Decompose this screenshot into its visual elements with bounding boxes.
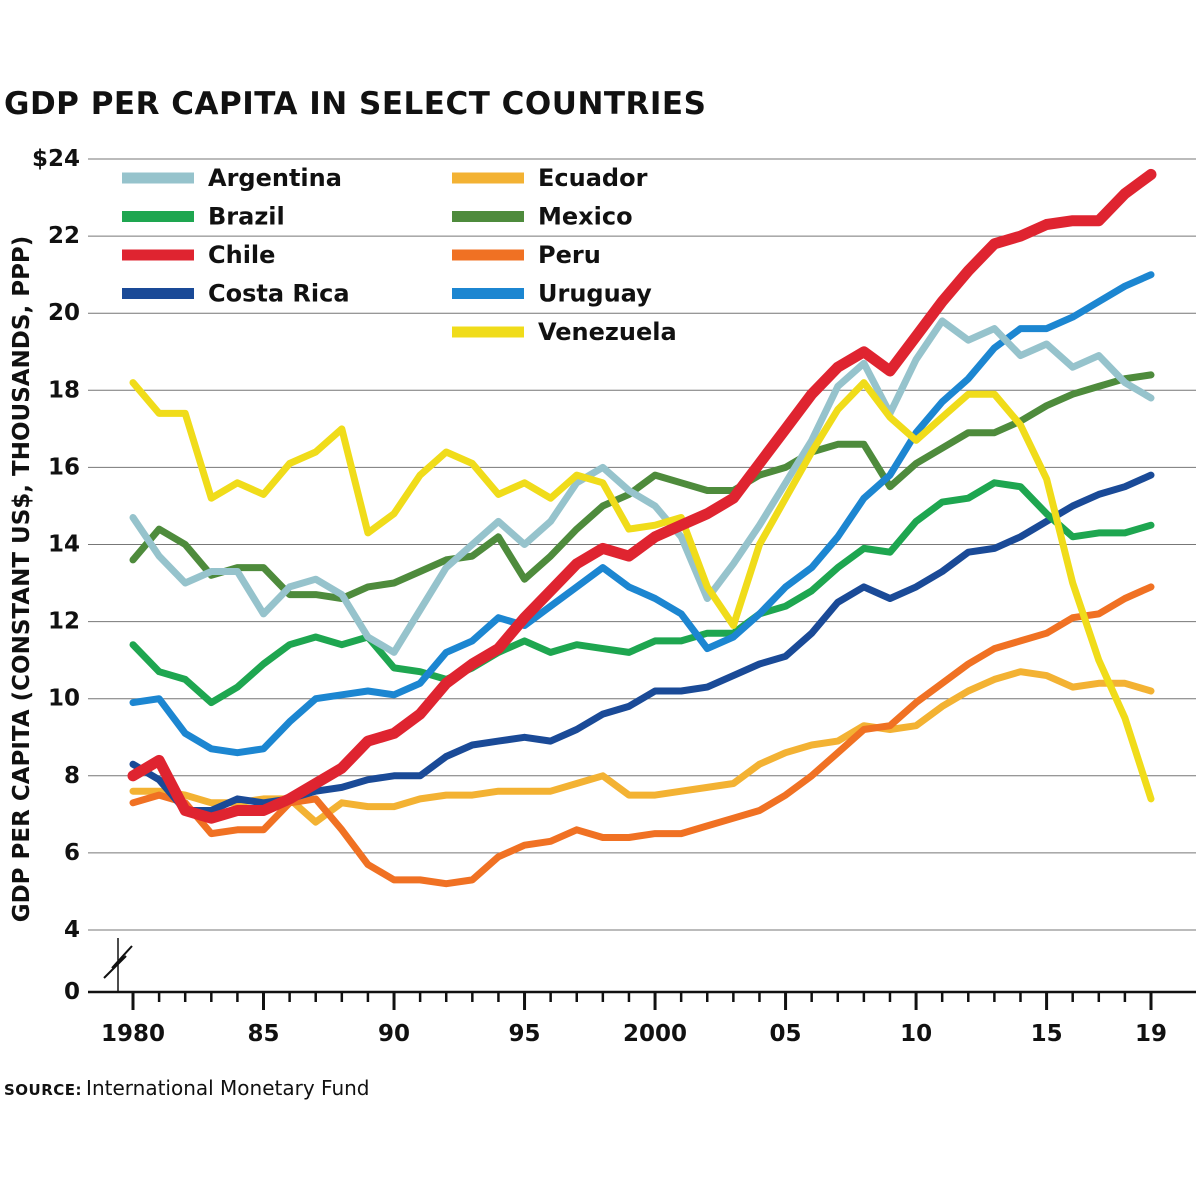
legend-label-uruguay: Uruguay — [538, 280, 652, 308]
x-tick-label: 2000 — [623, 1021, 687, 1047]
series-line-ecuador — [129, 668, 1155, 826]
y-tick-label: 14 — [48, 532, 80, 558]
x-tick-label: 05 — [770, 1021, 802, 1047]
legend-label-brazil: Brazil — [208, 203, 285, 231]
y-tick-label: 12 — [48, 609, 80, 635]
series-line-uruguay — [129, 271, 1155, 757]
legend-label-argentina: Argentina — [208, 164, 342, 192]
legend-label-chile: Chile — [208, 241, 275, 269]
tick-labels: 0 4 6 8 10 12 14 16 18 20 22 $24 1980 85 90 95 2000 05 10 1… — [32, 146, 1167, 1047]
y-tick-label: $24 — [32, 146, 80, 172]
y-tick-label: 16 — [48, 454, 80, 480]
series-line-peru — [129, 583, 1155, 888]
legend-label-peru: Peru — [538, 241, 601, 269]
series-lines — [127, 168, 1157, 888]
source-label: SOURCE: — [4, 1081, 83, 1099]
source-text: International Monetary Fund — [86, 1076, 370, 1100]
legend-label-costa-rica: Costa Rica — [208, 280, 350, 308]
y-tick-label: 20 — [48, 300, 80, 326]
x-tick-label: 15 — [1031, 1021, 1063, 1047]
y-tick-label: 0 — [64, 979, 80, 1005]
legend-label-venezuela: Venezuela — [538, 318, 677, 346]
y-tick-label: 22 — [48, 223, 80, 249]
x-tick-label: 90 — [378, 1021, 410, 1047]
y-tick-label: 4 — [64, 917, 80, 943]
series-line-mexico — [129, 371, 1155, 602]
legend: Argentina Brazil Chile Costa Rica Ecuador Mex… — [122, 164, 677, 346]
series-line-argentina — [129, 317, 1155, 656]
x-tick-label: 19 — [1135, 1021, 1167, 1047]
y-tick-label: 10 — [48, 686, 80, 712]
y-tick-label: 18 — [48, 377, 80, 403]
y-axis-label: GDP PER CAPITA (CONSTANT US$, THOUSANDS,… — [9, 236, 35, 923]
y-tick-label: 8 — [64, 763, 80, 789]
x-tick-label: 1980 — [101, 1021, 165, 1047]
series-line-venezuela — [129, 379, 1155, 803]
chart-title: GDP PER CAPITA IN SELECT COUNTRIES — [4, 86, 707, 122]
legend-label-mexico: Mexico — [538, 203, 633, 231]
legend-label-ecuador: Ecuador — [538, 164, 648, 192]
x-tick-label: 95 — [509, 1021, 541, 1047]
line-chart: 0 4 6 8 10 12 14 16 18 20 22 $24 1980 85 90 95 2000 05 10 1… — [9, 146, 1196, 1047]
y-tick-label: 6 — [64, 840, 80, 866]
x-tick-label: 10 — [900, 1021, 932, 1047]
axis-break-icon — [103, 945, 133, 979]
series-line-chile — [127, 168, 1157, 824]
x-tick-label: 85 — [248, 1021, 280, 1047]
axes — [88, 938, 1196, 1010]
source-note: SOURCE: International Monetary Fund — [4, 1076, 370, 1100]
series-line-brazil — [129, 479, 1155, 707]
